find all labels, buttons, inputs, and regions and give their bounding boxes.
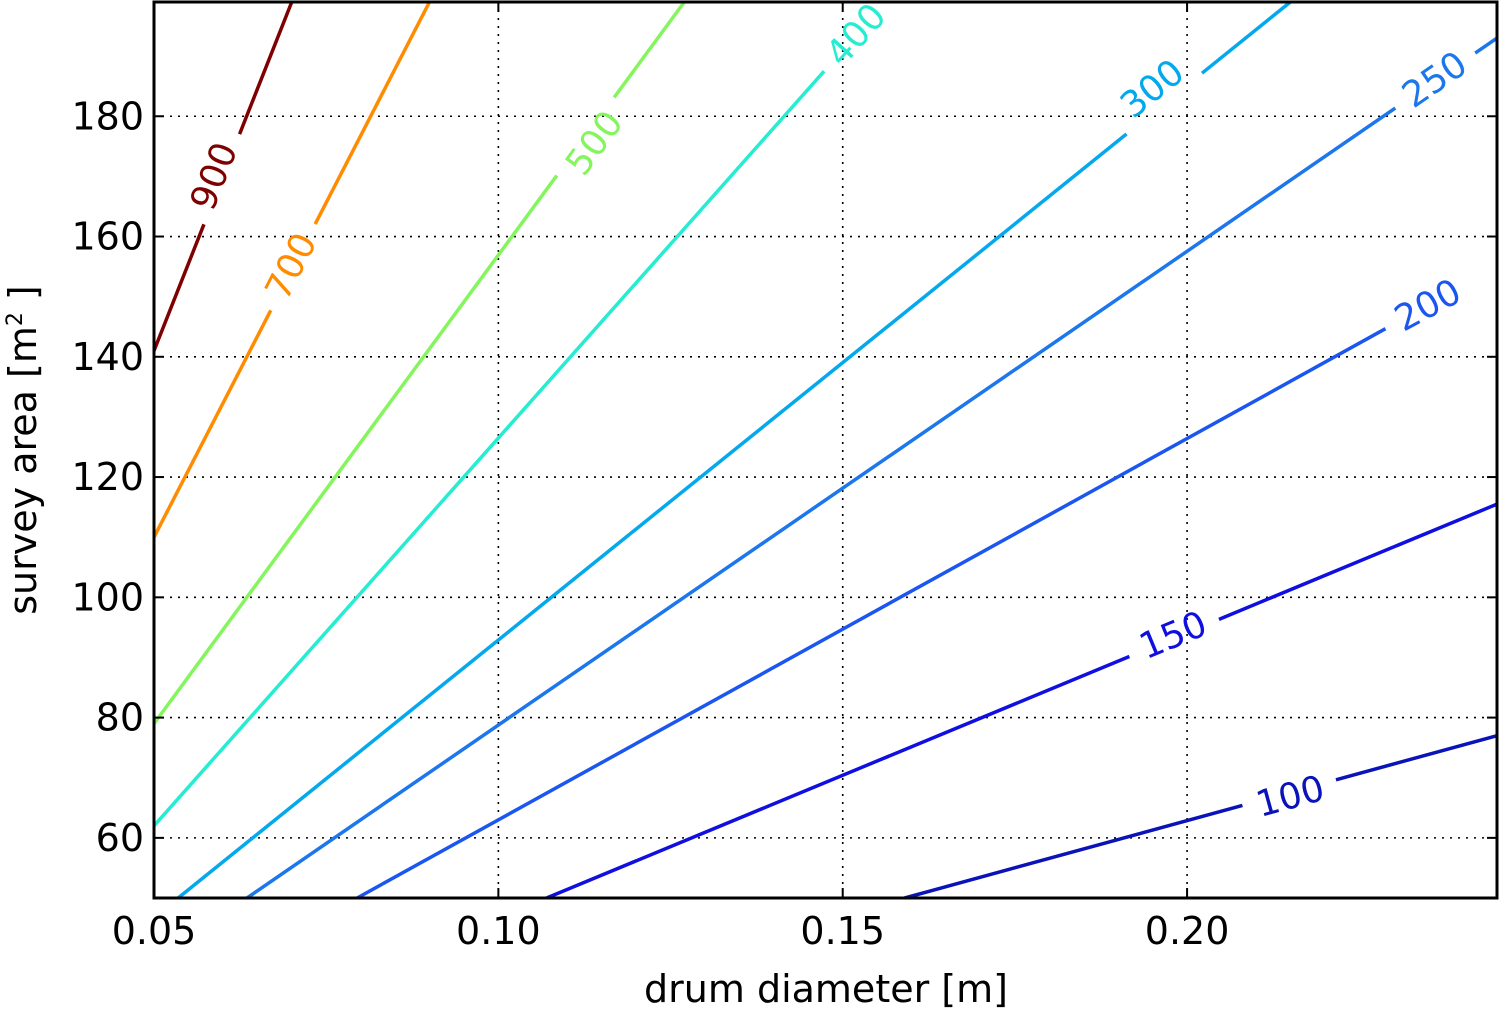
y-tick-label: 80 bbox=[96, 696, 144, 740]
contour-line-900-cont bbox=[237, 1, 294, 135]
contour-line-900 bbox=[152, 223, 206, 352]
contour-level-900: 900 bbox=[152, 1, 294, 352]
contour-line-100 bbox=[904, 803, 1243, 900]
contour-line-700 bbox=[152, 309, 273, 538]
contour-line-500 bbox=[152, 174, 559, 725]
x-tick-label: 0.20 bbox=[1145, 909, 1230, 953]
contour-label: 500 bbox=[558, 103, 632, 183]
contour-label: 700 bbox=[258, 227, 326, 307]
y-tick-label: 120 bbox=[71, 455, 144, 499]
x-tick-label: 0.05 bbox=[112, 909, 197, 953]
x-tick-label: 0.10 bbox=[456, 909, 541, 953]
contour-level-250: 250 bbox=[245, 36, 1498, 900]
contour-line-100-cont bbox=[1335, 733, 1498, 782]
contour-label: 250 bbox=[1395, 44, 1475, 117]
y-tick-label: 100 bbox=[71, 575, 144, 619]
y-tick-label: 140 bbox=[71, 335, 144, 379]
y-axis-title-main: survey area [m bbox=[1, 326, 45, 615]
contour-line-300-cont bbox=[1200, 0, 1292, 75]
contour-line-200 bbox=[356, 327, 1387, 900]
y-axis-title-superscript: 2 bbox=[3, 312, 28, 326]
contour-line-150-cont bbox=[1218, 502, 1498, 621]
contour-level-100: 100 bbox=[904, 733, 1498, 900]
contour-level-300: 300 bbox=[177, 0, 1292, 900]
plot-frame bbox=[152, 0, 1499, 900]
grid bbox=[154, 2, 1497, 898]
contour-level-700: 700 bbox=[152, 1, 432, 538]
contour-level-500: 500 bbox=[152, 0, 686, 725]
contour-line-250 bbox=[245, 106, 1397, 900]
contour-line-250-cont bbox=[1474, 36, 1498, 55]
contour-label: 900 bbox=[183, 137, 246, 216]
contour-label: 400 bbox=[818, 0, 894, 74]
contour-line-300 bbox=[177, 132, 1128, 900]
axis-ticks: 0.05 0.10 0.15 0.20 60 80 100 120 140 160 180 bbox=[71, 2, 1497, 953]
contour-level-150: 150 bbox=[545, 502, 1498, 900]
contour-line-150 bbox=[545, 654, 1131, 900]
contour-label: 100 bbox=[1252, 768, 1329, 826]
contour-label: 200 bbox=[1388, 271, 1468, 340]
y-tick-label: 160 bbox=[71, 215, 144, 259]
x-tick-label: 0.15 bbox=[800, 909, 885, 953]
contour-line-500-cont bbox=[612, 0, 686, 99]
y-axis-title-end: ] bbox=[1, 285, 45, 312]
contour-label: 150 bbox=[1134, 604, 1213, 668]
y-tick-label: 180 bbox=[71, 94, 144, 138]
contour-line-400 bbox=[152, 70, 826, 828]
contour-level-400: 400 bbox=[152, 0, 895, 828]
contour-line-700-cont bbox=[313, 1, 432, 225]
y-axis-title: survey area [m2 ] bbox=[1, 285, 45, 615]
y-tick-label: 60 bbox=[96, 816, 144, 860]
x-axis-title: drum diameter [m] bbox=[644, 967, 1008, 1009]
contour-label: 300 bbox=[1113, 52, 1192, 127]
